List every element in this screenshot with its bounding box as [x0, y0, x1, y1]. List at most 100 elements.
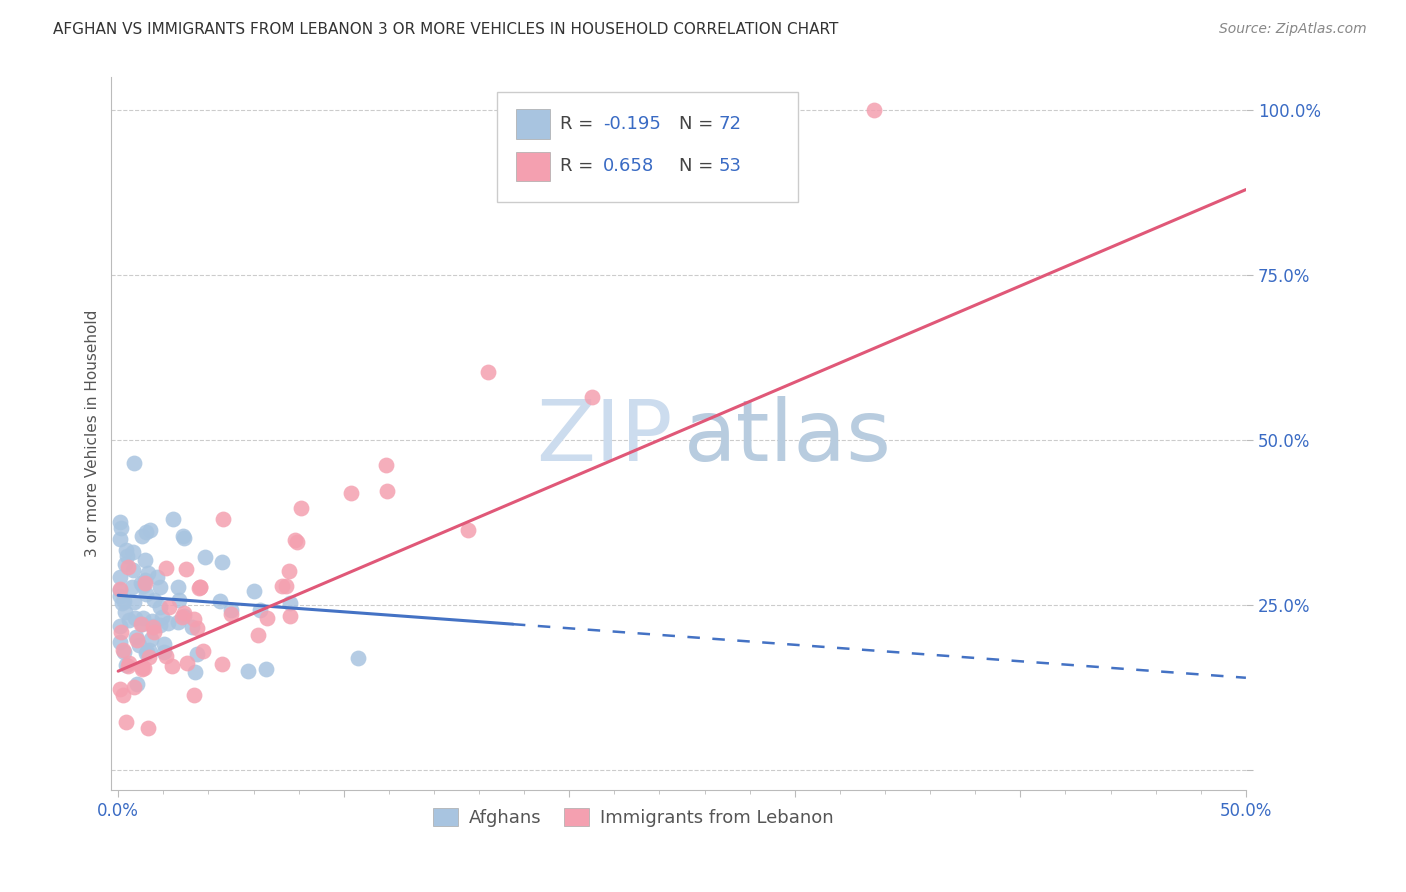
Text: N =: N =: [679, 158, 718, 176]
Point: [134, 553, 156, 567]
Point: [110, 619, 132, 633]
Point: [172, 528, 194, 542]
Point: [862, 103, 884, 118]
Point: [242, 583, 264, 598]
Point: [285, 535, 308, 549]
Point: [135, 587, 157, 601]
Point: [152, 637, 174, 651]
Point: [111, 688, 134, 702]
Point: [188, 580, 211, 594]
Point: [110, 635, 132, 649]
Point: [110, 583, 132, 598]
Point: [138, 650, 160, 665]
Point: [121, 545, 143, 559]
Point: [274, 579, 297, 593]
Point: [110, 624, 132, 639]
Point: [128, 639, 150, 653]
Point: [125, 633, 148, 648]
Point: [132, 661, 155, 675]
Point: [173, 532, 195, 546]
Point: [183, 612, 205, 626]
Point: [167, 593, 190, 607]
Text: AFGHAN VS IMMIGRANTS FROM LEBANON 3 OR MORE VEHICLES IN HOUSEHOLD CORRELATION CH: AFGHAN VS IMMIGRANTS FROM LEBANON 3 OR M…: [53, 22, 839, 37]
Point: [176, 656, 198, 670]
Point: [121, 580, 143, 594]
Point: [186, 647, 208, 661]
Point: [131, 610, 153, 624]
Point: [183, 665, 205, 680]
Point: [457, 523, 479, 537]
Point: [174, 561, 197, 575]
Point: [110, 681, 132, 696]
Point: [183, 688, 205, 702]
Point: [141, 614, 163, 628]
Point: [249, 603, 271, 617]
Point: [131, 662, 153, 676]
Point: [122, 563, 145, 577]
Point: [135, 645, 157, 659]
Point: [166, 615, 188, 630]
Point: [122, 595, 145, 609]
Point: [131, 660, 153, 674]
Point: [375, 484, 398, 499]
Point: [125, 676, 148, 690]
Point: [114, 606, 136, 620]
Point: [131, 529, 153, 543]
Point: [188, 582, 211, 596]
Point: [194, 549, 217, 564]
Text: 72: 72: [718, 115, 741, 133]
Point: [256, 610, 278, 624]
Text: 53: 53: [718, 158, 741, 176]
Point: [221, 603, 243, 617]
Point: [149, 580, 172, 594]
Point: [117, 560, 139, 574]
Point: [173, 606, 195, 620]
Point: [157, 615, 180, 630]
Point: [143, 593, 166, 607]
Point: [118, 613, 141, 627]
Point: [145, 569, 167, 583]
Point: [132, 579, 155, 593]
Point: [142, 620, 165, 634]
Point: [221, 607, 243, 622]
Point: [238, 664, 260, 678]
Point: [280, 596, 302, 610]
Point: [143, 624, 166, 639]
Point: [115, 549, 138, 563]
Point: [188, 580, 211, 594]
Point: [136, 566, 159, 581]
Point: [150, 609, 173, 624]
Point: [129, 575, 152, 590]
Point: [124, 611, 146, 625]
Point: [211, 555, 233, 569]
Point: [110, 515, 132, 529]
Point: [114, 542, 136, 557]
Point: [142, 619, 165, 633]
Point: [134, 575, 156, 590]
Point: [186, 621, 208, 635]
Point: [110, 582, 132, 596]
Point: [135, 525, 157, 540]
Point: [111, 596, 134, 610]
Point: [277, 564, 299, 578]
Point: [138, 642, 160, 657]
Point: [180, 620, 202, 634]
Point: [110, 533, 132, 547]
Point: [134, 573, 156, 587]
Point: [124, 456, 146, 470]
Point: [581, 390, 603, 404]
Y-axis label: 3 or more Vehicles in Household: 3 or more Vehicles in Household: [86, 310, 100, 558]
Point: [157, 599, 180, 614]
FancyBboxPatch shape: [516, 152, 551, 181]
Point: [211, 657, 233, 671]
Legend: Afghans, Immigrants from Lebanon: Afghans, Immigrants from Lebanon: [426, 801, 841, 834]
Point: [129, 616, 152, 631]
FancyBboxPatch shape: [498, 92, 797, 202]
Point: [254, 662, 277, 676]
Point: [141, 632, 163, 646]
Point: [114, 557, 136, 571]
Point: [284, 533, 307, 547]
Point: [246, 628, 269, 642]
Point: [117, 656, 139, 670]
Point: [149, 599, 172, 614]
